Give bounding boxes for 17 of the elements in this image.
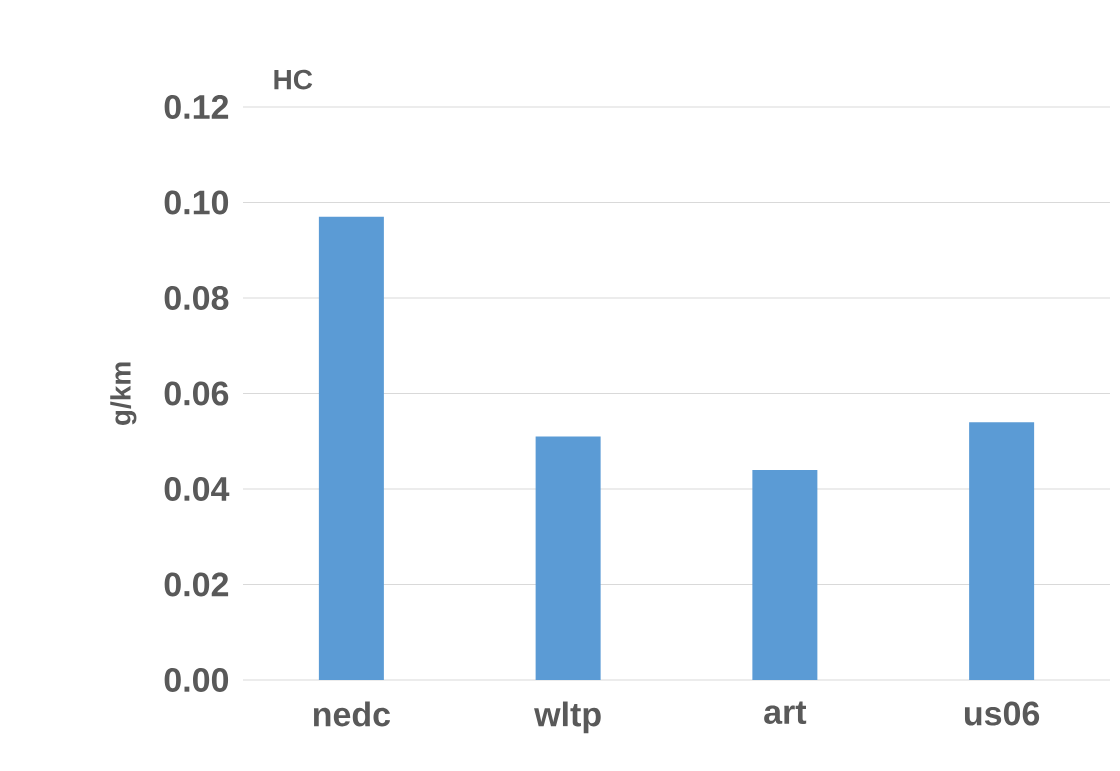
bar <box>752 469 818 680</box>
y-tick-label: 0.02 <box>164 572 229 597</box>
bar <box>535 436 601 680</box>
y-tick-label: 0.12 <box>164 94 229 120</box>
y-tick-label: 0.06 <box>164 381 229 406</box>
bar <box>318 216 384 680</box>
y-tick-label: 0.08 <box>164 285 229 311</box>
y-tick-label: 0.10 <box>164 190 229 215</box>
chart-title: HC <box>274 69 313 90</box>
x-tick-label: art <box>764 701 807 725</box>
y-tick-label: 0.00 <box>164 667 229 693</box>
x-tick-label: wltp <box>534 701 601 734</box>
x-tick-label: nedc <box>313 701 391 727</box>
bar <box>969 422 1035 680</box>
y-axis-title: g/km <box>110 362 137 426</box>
y-tick-label: 0.04 <box>164 476 230 502</box>
x-tick-label: us06 <box>964 701 1040 726</box>
